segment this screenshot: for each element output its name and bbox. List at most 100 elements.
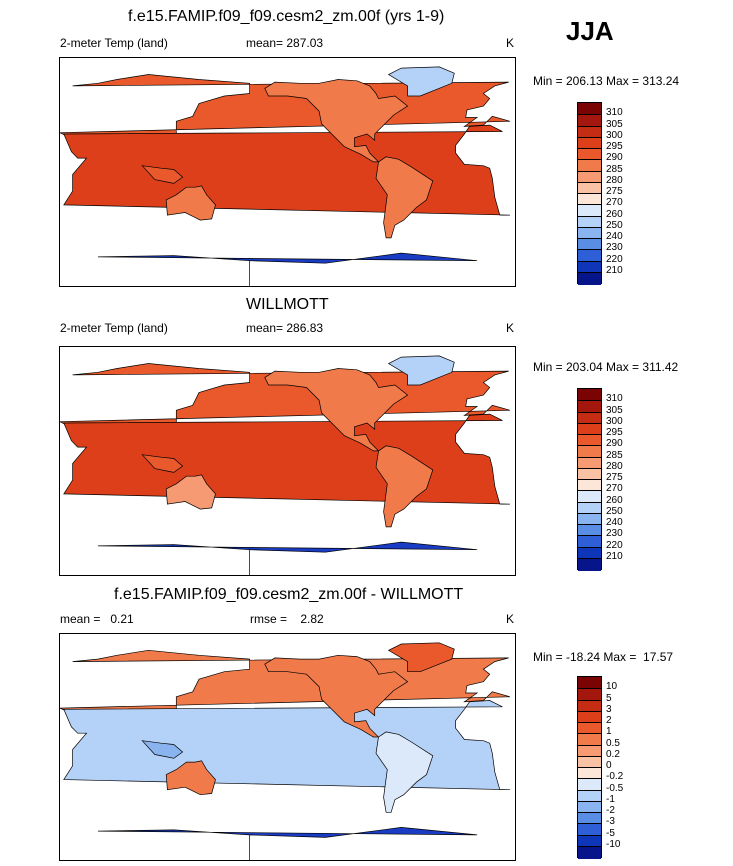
panel-2-units: K <box>506 321 515 335</box>
land-africa <box>63 413 510 505</box>
colorbar-segment <box>578 226 601 240</box>
colorbar-tick-label: 290 <box>606 152 623 164</box>
panel-1-units: K <box>506 36 515 50</box>
land-greenland <box>387 66 455 97</box>
colorbar-tick-label: -1 <box>606 793 615 805</box>
colorbar-tick-label: 290 <box>606 438 623 450</box>
colorbar-segment <box>578 546 601 560</box>
colorbar-tick-label: 250 <box>606 505 623 517</box>
colorbar-segment <box>578 103 601 115</box>
colorbar-segment <box>578 512 601 526</box>
colorbar-tick-label: 305 <box>606 404 623 416</box>
colorbar-tick-label: 0.2 <box>606 748 620 760</box>
colorbar-segment <box>578 215 601 229</box>
colorbar-tick-label: 210 <box>606 264 623 276</box>
colorbar-tick-label: -3 <box>606 816 615 828</box>
colorbar-tick-label: 295 <box>606 141 623 152</box>
colorbar-segment <box>578 677 601 689</box>
colorbar-tick-label: 300 <box>606 415 623 427</box>
colorbar-segment <box>578 467 601 481</box>
colorbar-segment <box>578 789 601 803</box>
colorbar-segment <box>578 744 601 758</box>
land-australia <box>165 185 216 221</box>
colorbar-segment <box>578 193 601 206</box>
colorbar-tick-label: 5 <box>606 692 612 704</box>
colorbar-tick-label: 10 <box>606 681 618 693</box>
panel-3-rmse-label: rmse = 2.82 <box>250 612 324 626</box>
colorbar-segment <box>578 434 601 447</box>
land-samerica <box>375 445 434 528</box>
colorbar-segment <box>578 125 601 139</box>
colorbar-tick-label: -0.2 <box>606 771 624 783</box>
land-indonesia <box>141 165 184 184</box>
land-greenland <box>387 355 455 386</box>
panel-2-title: WILLMOTT <box>246 296 329 313</box>
colorbar-segment <box>578 181 601 195</box>
colorbar-segment <box>578 204 601 217</box>
colorbar-tick-label: 3 <box>606 703 612 715</box>
colorbar-segment <box>578 159 601 172</box>
panel-1-mean-label: mean= 287.03 <box>246 36 324 50</box>
colorbar-tick-label: 285 <box>606 449 623 461</box>
land-indonesia <box>141 454 184 473</box>
colorbar-tick-label: 280 <box>606 174 623 186</box>
colorbar-tick-label: 310 <box>606 107 623 119</box>
land-samerica <box>375 731 434 813</box>
colorbar-tick-label: 240 <box>606 231 623 242</box>
colorbar-segment <box>578 710 601 724</box>
panel-3-title: f.e15.FAMIP.f09_f09.cesm2_zm.00f - WILLM… <box>114 586 464 603</box>
colorbar-segment <box>578 535 601 548</box>
land-africa <box>63 124 510 216</box>
colorbar-segment <box>578 733 601 746</box>
colorbar-tick-label: 305 <box>606 118 623 130</box>
colorbar-segment <box>578 688 601 701</box>
colorbar-tick-label: 285 <box>606 163 623 175</box>
colorbar-segment <box>578 114 601 127</box>
panel-2-range: Min = 203.04 Max = 311.42 <box>533 360 679 374</box>
land-africa <box>63 700 510 791</box>
colorbar-segment <box>578 823 601 836</box>
colorbar-segment <box>578 845 601 859</box>
colorbar-segment <box>578 400 601 413</box>
colorbar-tick-label: 300 <box>606 129 623 141</box>
colorbar-tick-label: 210 <box>606 550 623 562</box>
colorbar-tick-label: 1 <box>606 726 612 738</box>
colorbar-tick-label: 260 <box>606 494 623 506</box>
colorbar-segment <box>578 249 601 262</box>
land-namerica <box>264 79 409 163</box>
colorbar-segment <box>578 148 601 161</box>
colorbar-segment <box>578 411 601 425</box>
colorbar-tick-label: 310 <box>606 393 623 405</box>
land-namerica <box>264 368 409 452</box>
panel-1-map <box>59 57 516 287</box>
colorbar-segment <box>578 271 601 285</box>
land-australia <box>165 760 216 796</box>
colorbar-segment <box>578 778 601 791</box>
colorbar-segment <box>578 238 601 251</box>
colorbar-tick-label: -5 <box>606 827 615 839</box>
season-label: JJA <box>566 16 614 46</box>
colorbar-tick-label: 2 <box>606 715 612 726</box>
colorbar-segment <box>578 422 601 436</box>
colorbar-segment <box>578 699 601 713</box>
land-greenland <box>387 642 455 673</box>
colorbar-segment <box>578 812 601 825</box>
colorbar-tick-label: 295 <box>606 427 623 438</box>
panel-3-units: K <box>506 612 515 626</box>
colorbar-tick-label: 0 <box>606 760 612 771</box>
colorbar-segment <box>578 834 601 848</box>
colorbar-segment <box>578 767 601 780</box>
colorbar-segment <box>578 170 601 184</box>
colorbar-segment <box>578 490 601 503</box>
colorbar-tick-label: -0.5 <box>606 782 624 794</box>
panel-3-colorbar <box>577 676 602 859</box>
colorbar-segment <box>578 260 601 274</box>
colorbar-tick-label: -10 <box>606 838 621 850</box>
colorbar-tick-label: 230 <box>606 528 623 540</box>
panel-1-variable-label: 2-meter Temp (land) <box>60 36 168 50</box>
colorbar-segment <box>578 136 601 150</box>
land-namerica <box>264 654 409 738</box>
colorbar-tick-label: 270 <box>606 483 623 495</box>
colorbar-segment <box>578 479 601 492</box>
panel-1-title: f.e15.FAMIP.f09_f09.cesm2_zm.00f (yrs 1-… <box>128 8 445 25</box>
